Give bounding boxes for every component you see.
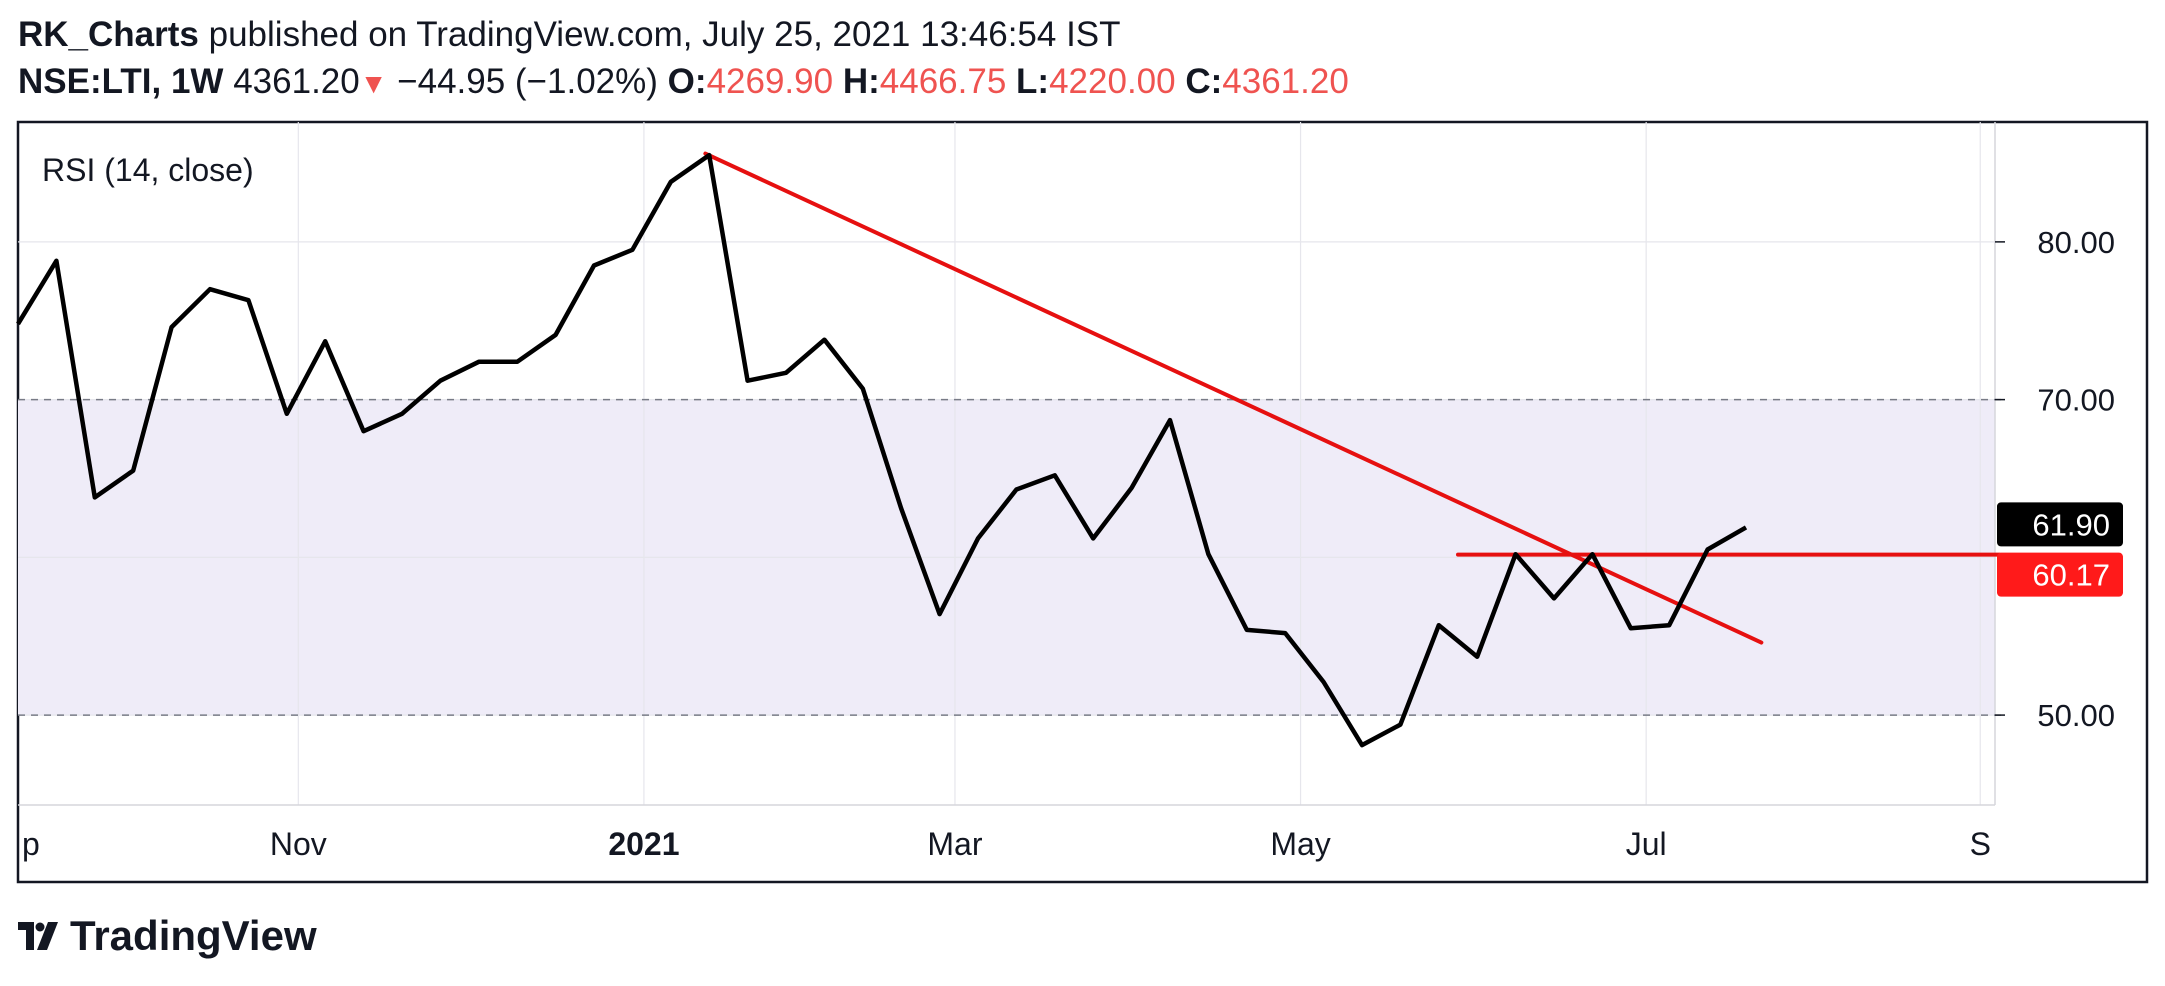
x-tick-label: Nov xyxy=(270,826,327,862)
tradingview-wordmark: TradingView xyxy=(70,912,317,959)
y-tick-label: 80.00 xyxy=(2037,225,2115,260)
low-label: L: xyxy=(1016,62,1050,101)
x-tick-label: Mar xyxy=(927,826,982,862)
y-axis-ticks: 50.00 70.00 80.00 xyxy=(1995,225,2115,733)
symbol-line: NSE:LTI, 1W 4361.20▼ −44.95 (−1.02%) O:4… xyxy=(18,64,1349,99)
publish-info: published on TradingView.com, July 25, 2… xyxy=(208,15,1121,54)
tradingview-logo-icon xyxy=(18,922,58,950)
x-tick-label: May xyxy=(1270,826,1330,862)
y-tick-label: 70.00 xyxy=(2037,383,2115,418)
author-name[interactable]: RK_Charts xyxy=(18,15,199,54)
price-change: −44.95 (−1.02%) xyxy=(397,62,658,101)
tradingview-logo[interactable]: TradingView xyxy=(18,912,317,960)
close-label: C: xyxy=(1185,62,1223,101)
symbol-name[interactable]: NSE:LTI, 1W xyxy=(18,62,224,101)
publish-line: RK_Charts published on TradingView.com, … xyxy=(18,17,1121,52)
close-value: 4361.20 xyxy=(1222,62,1349,101)
y-tick-label: 50.00 xyxy=(2037,698,2115,733)
low-value: 4220.00 xyxy=(1049,62,1176,101)
x-tick-label: Jul xyxy=(1626,826,1667,862)
last-value-tag xyxy=(1997,502,2123,547)
high-value: 4466.75 xyxy=(879,62,1007,101)
x-axis-ticks: p Nov 2021 Mar May Jul S xyxy=(22,826,1991,862)
x-tick-label: p xyxy=(22,826,40,862)
x-tick-label: S xyxy=(1970,826,1991,862)
indicator-label[interactable]: RSI (14, close) xyxy=(42,152,254,188)
level-value-tag xyxy=(1997,552,2123,597)
rsi-chart[interactable]: 50.00 70.00 80.00 p Nov 2021 Mar May Jul S 61.90… xyxy=(0,0,2165,890)
open-value: 4269.90 xyxy=(706,62,834,101)
high-label: H: xyxy=(842,62,880,101)
x-tick-label: 2021 xyxy=(608,826,679,862)
vertical-grid xyxy=(297,122,1981,805)
rsi-line xyxy=(16,152,1748,748)
open-label: O: xyxy=(667,62,707,101)
last-price: 4361.20 xyxy=(233,62,360,101)
down-arrow-icon: ▼ xyxy=(359,68,388,99)
price-labels: 61.90 60.17 xyxy=(1997,502,2123,597)
price-tag-label: 61.90 xyxy=(2032,507,2110,542)
price-tag-label: 60.17 xyxy=(2032,558,2110,593)
